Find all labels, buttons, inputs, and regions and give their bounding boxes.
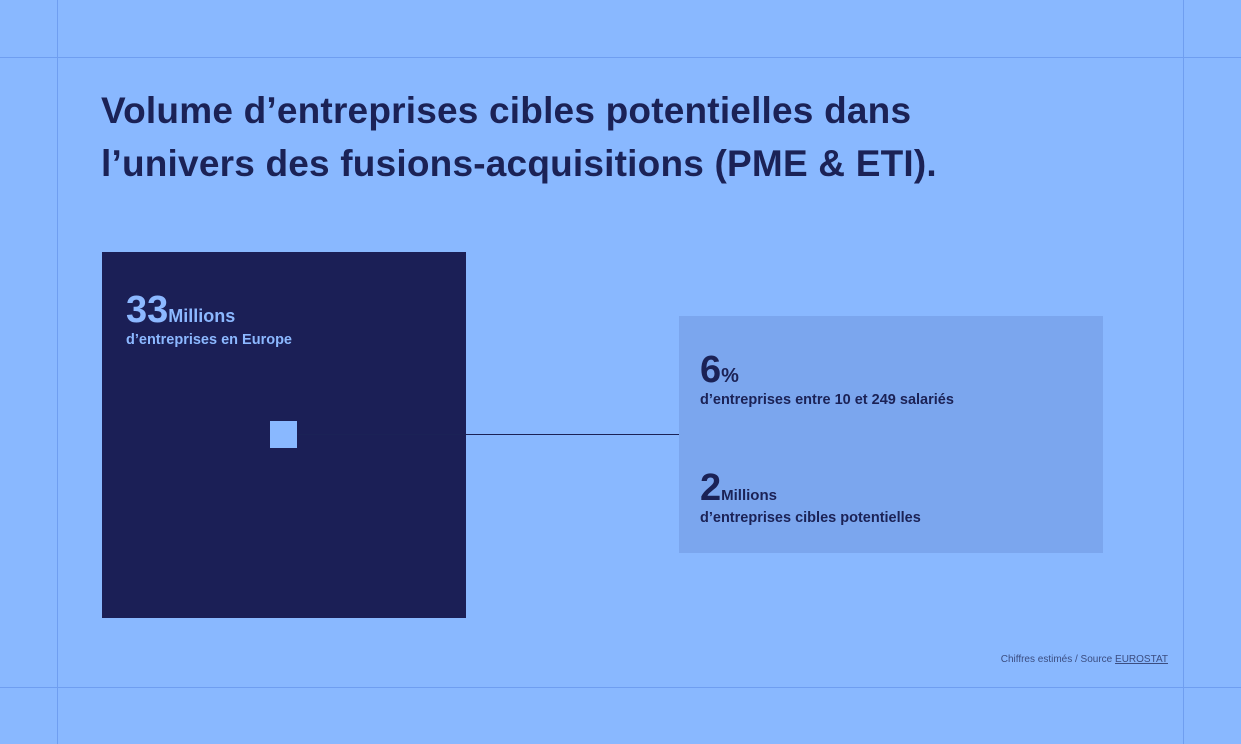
targets-unit: Millions [721,487,777,504]
target-subset-square [270,421,297,448]
grid-line-top [0,57,1241,58]
grid-line-left [57,0,58,744]
page-title: Volume d’entreprises cibles potentielles… [101,84,1101,190]
europe-number: 33 [126,289,169,331]
share-number: 6 [700,349,722,391]
europe-unit: Millions [168,306,236,326]
source-text: Chiffres estimés / Source [1000,654,1116,665]
grid-line-right [1183,0,1184,744]
europe-stat: 33Millions d’entreprises en Europe [126,290,292,348]
targets-description: d’entreprises cibles potentielles [700,510,921,526]
targets-number: 2 [700,467,722,509]
share-unit: % [721,365,739,387]
title-line-1: Volume d’entreprises cibles potentielles… [101,90,912,131]
source-link[interactable]: EUROSTAT [1115,654,1168,665]
share-description: d’entreprises entre 10 et 249 salariés [700,392,954,408]
europe-description: d’entreprises en Europe [126,332,292,348]
title-line-2: l’univers des fusions-acquisitions (PME … [101,143,937,184]
grid-line-bottom [0,687,1241,688]
source-note: Chiffres estimés / Source EUROSTAT [1001,654,1168,665]
target-details-panel: 6% d’entreprises entre 10 et 249 salarié… [679,316,1103,553]
targets-stat: 2Millions d’entreprises cibles potentiel… [700,468,921,526]
share-stat: 6% d’entreprises entre 10 et 249 salarié… [700,350,954,408]
